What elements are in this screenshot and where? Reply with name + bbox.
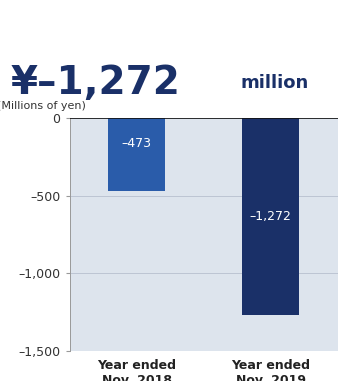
Bar	[109, 118, 165, 191]
Text: million: million	[240, 74, 308, 92]
Text: Loss attributable to owners of parent: Loss attributable to owners of parent	[13, 18, 335, 33]
Text: –1,272: –1,272	[250, 210, 292, 223]
Bar	[243, 118, 299, 315]
Text: ¥–1,272: ¥–1,272	[10, 64, 180, 102]
Text: (Millions of yen): (Millions of yen)	[0, 101, 86, 111]
Text: –473: –473	[121, 137, 152, 150]
